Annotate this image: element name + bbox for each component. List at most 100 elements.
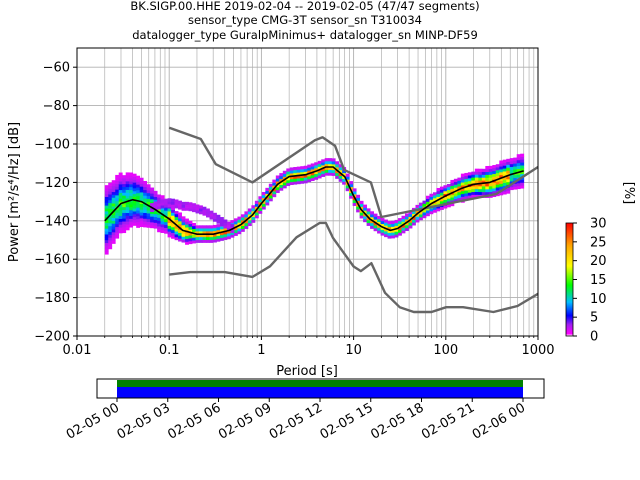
psd-cell xyxy=(349,195,354,199)
mode-curve xyxy=(104,166,524,235)
psd-cell xyxy=(164,201,168,205)
psd-cell xyxy=(240,228,245,232)
psd-cell xyxy=(509,163,514,168)
psd-cell xyxy=(478,183,483,187)
psd-cell xyxy=(122,215,127,219)
psd-cell xyxy=(226,230,231,234)
psd-cell xyxy=(143,198,148,202)
psd-cell xyxy=(506,158,511,163)
psd-cell xyxy=(108,234,113,238)
psd-cell xyxy=(118,186,123,191)
psd-cell xyxy=(324,160,329,165)
psd-cell xyxy=(143,204,148,208)
psd-cell xyxy=(185,224,189,228)
psd-cell xyxy=(254,203,259,207)
psd-cell xyxy=(115,195,120,199)
psd-cell xyxy=(520,162,525,166)
psd-cell xyxy=(464,181,469,185)
psd-cell xyxy=(125,206,130,211)
psd-cell xyxy=(118,181,123,185)
psd-cell xyxy=(125,198,130,202)
psd-cell xyxy=(136,178,141,182)
psd-cell xyxy=(230,220,235,224)
colorbar-gradient xyxy=(565,222,574,337)
psd-cell xyxy=(432,206,437,210)
psd-cell xyxy=(520,179,525,183)
psd-cell xyxy=(352,191,357,195)
psd-cell xyxy=(300,166,305,170)
psd-cell xyxy=(132,222,137,226)
psd-cell xyxy=(178,235,182,239)
psd-cell xyxy=(293,167,298,171)
psd-cell xyxy=(502,162,507,166)
psd-cell xyxy=(513,186,518,190)
y-tick-label: −180 xyxy=(34,291,70,306)
psd-cell xyxy=(415,210,420,214)
psd-cell xyxy=(237,219,242,223)
psd-cell xyxy=(125,221,130,225)
psd-cell xyxy=(377,221,381,225)
psd-cell xyxy=(174,219,179,223)
psd-cell xyxy=(115,232,120,236)
psd-cell xyxy=(485,186,490,190)
psd-cell xyxy=(129,204,134,208)
psd-cell xyxy=(321,173,326,177)
psd-cell xyxy=(275,184,280,188)
psd-cell xyxy=(157,217,162,221)
psd-cell xyxy=(118,189,123,194)
psd-cell xyxy=(111,226,116,230)
psd-cell xyxy=(453,193,458,197)
psd-cell xyxy=(286,174,291,178)
psd-cell xyxy=(446,195,451,199)
psd-cell xyxy=(129,175,134,179)
psd-cell xyxy=(206,231,210,235)
psd-cell xyxy=(415,219,420,223)
psd-cell xyxy=(108,197,113,201)
psd-cell xyxy=(104,188,109,192)
psd-cell xyxy=(178,218,182,222)
psd-cell xyxy=(233,221,238,225)
psd-cell xyxy=(181,222,186,226)
psd-cell xyxy=(219,219,224,224)
psd-cell xyxy=(272,185,277,189)
psd-cell xyxy=(125,212,130,216)
psd-cell xyxy=(509,166,514,170)
psd-cell xyxy=(328,172,333,176)
psd-cell xyxy=(443,185,448,189)
psd-cell xyxy=(202,209,207,213)
psd-cell xyxy=(108,205,113,209)
psd-cell xyxy=(199,208,203,212)
psd-cell xyxy=(394,222,399,226)
psd-cell xyxy=(453,181,458,185)
psd-cell xyxy=(439,186,444,190)
psd-cell xyxy=(342,178,347,182)
psd-cell xyxy=(464,193,469,197)
psd-cell xyxy=(275,181,280,185)
psd-cell xyxy=(104,196,109,200)
psd-cell xyxy=(181,201,186,206)
psd-cell xyxy=(506,164,511,168)
psd-cell xyxy=(324,172,329,176)
psd-cell xyxy=(115,215,120,219)
psd-cell xyxy=(115,186,120,190)
psd-cell xyxy=(254,212,259,216)
psd-cell xyxy=(307,173,312,177)
psd-cell xyxy=(160,226,165,231)
high-noise-model-line xyxy=(168,126,539,219)
psd-cell xyxy=(118,184,123,188)
psd-cell xyxy=(520,170,525,175)
psd-cell xyxy=(181,230,186,234)
psd-cell xyxy=(481,183,486,187)
psd-cell xyxy=(171,204,175,208)
psd-cell xyxy=(492,173,497,177)
psd-cell xyxy=(502,174,507,178)
psd-cell xyxy=(188,229,193,233)
psd-cell xyxy=(115,209,120,213)
psd-cell xyxy=(118,207,123,211)
psd-cell xyxy=(136,218,141,223)
psd-cell xyxy=(342,169,347,174)
psd-cell xyxy=(125,209,130,214)
psd-cell xyxy=(118,172,123,176)
psd-cell xyxy=(478,188,483,193)
